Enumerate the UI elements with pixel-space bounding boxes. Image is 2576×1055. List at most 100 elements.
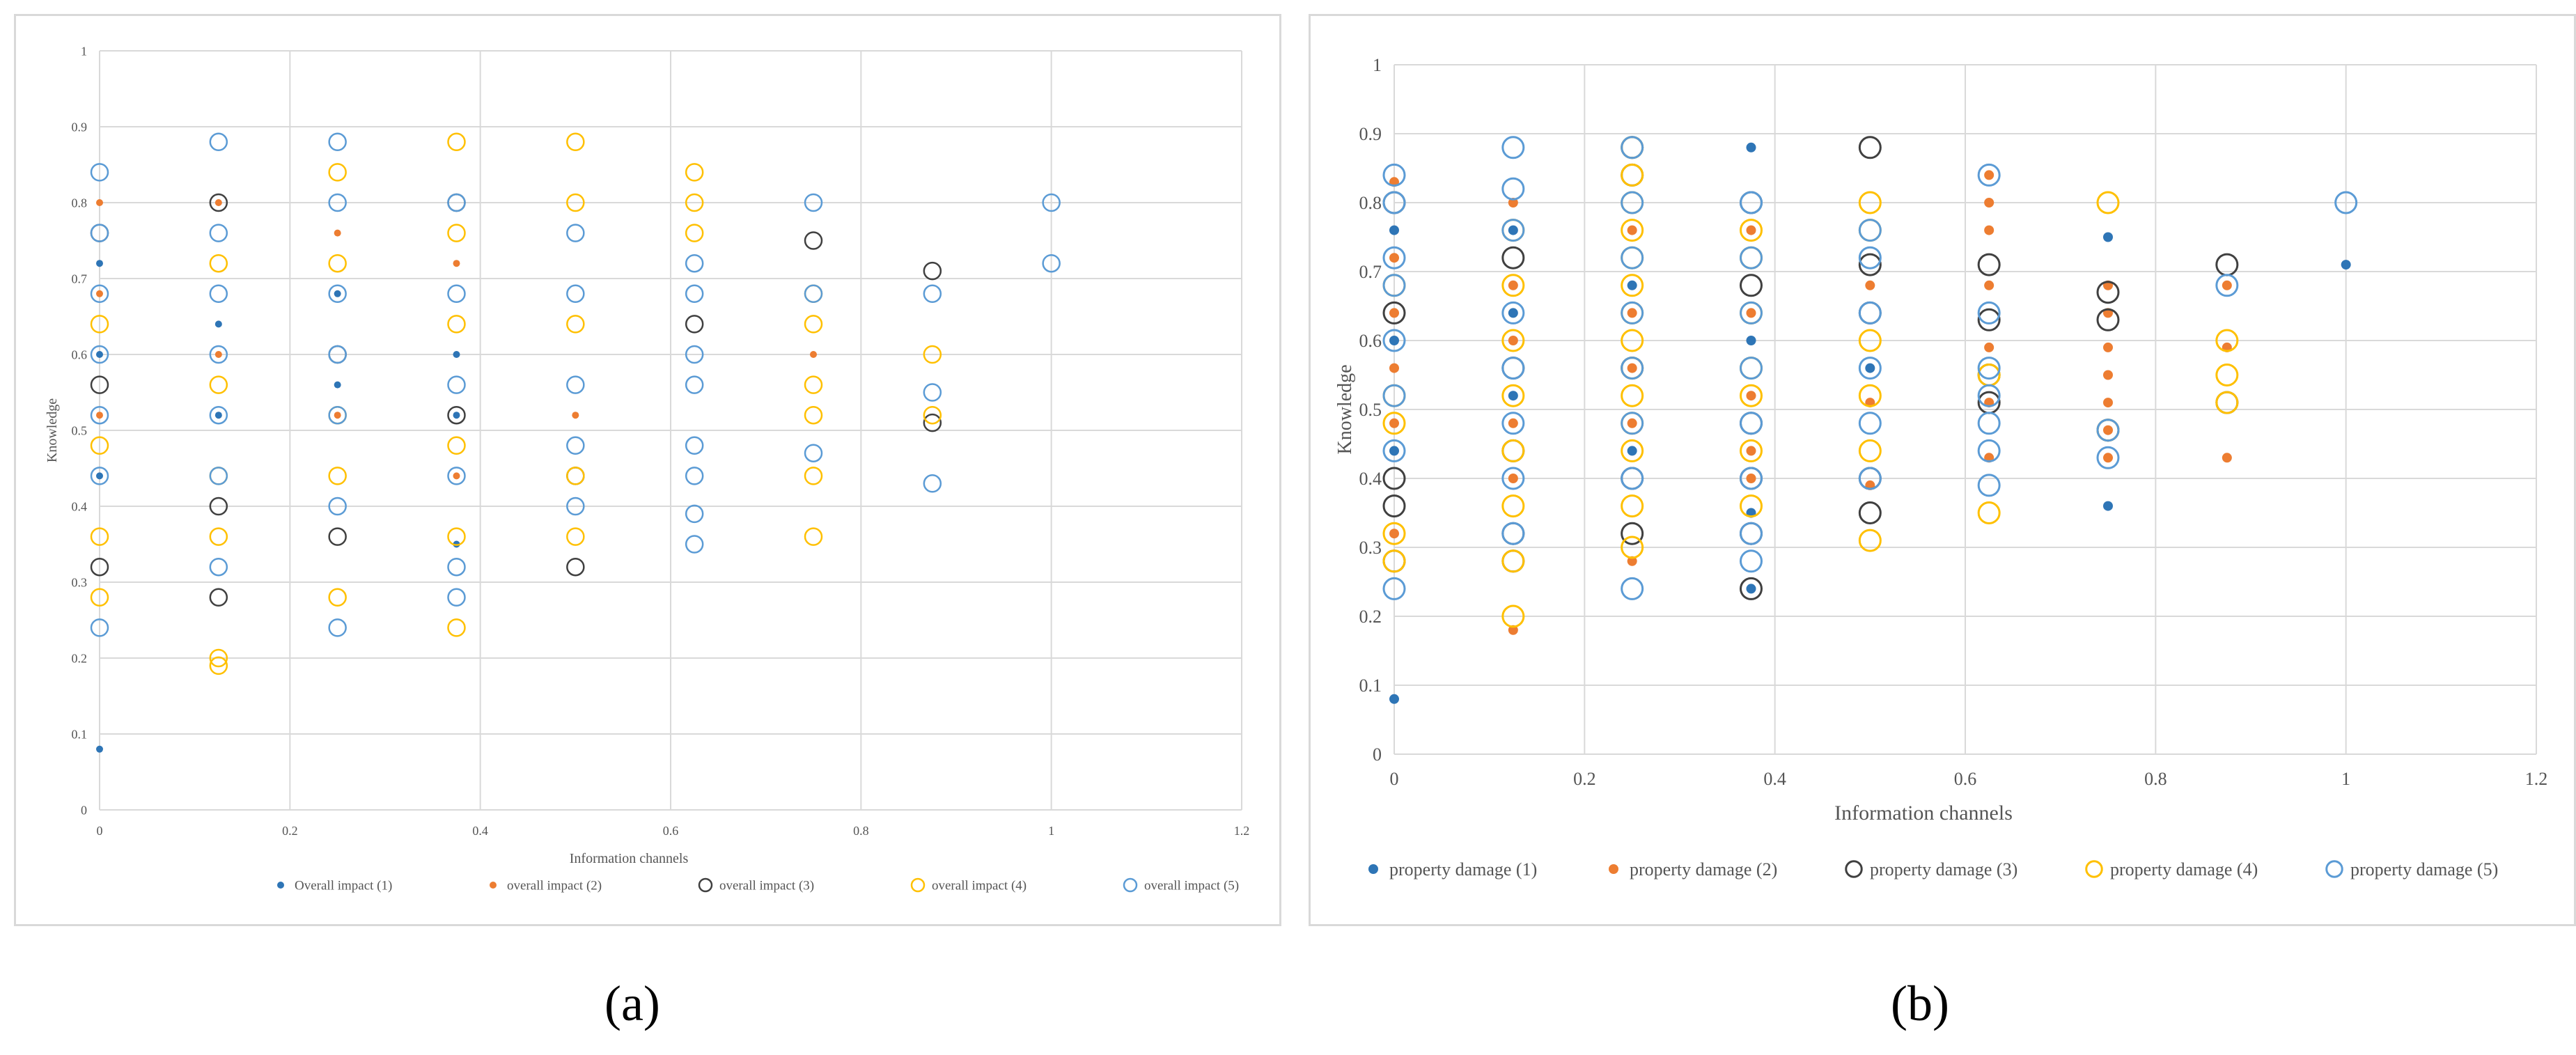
data-point — [1508, 336, 1518, 345]
y-tick-label: 0.9 — [72, 120, 88, 134]
data-point — [1977, 301, 2001, 325]
legend-marker — [910, 877, 926, 893]
data-point — [566, 284, 585, 304]
data-point — [447, 588, 466, 607]
data-point — [90, 436, 109, 455]
data-point — [1508, 391, 1518, 401]
data-point — [1382, 439, 1406, 462]
data-point — [1621, 467, 1644, 490]
data-point — [453, 351, 460, 358]
data-point — [328, 588, 347, 607]
data-point — [453, 472, 460, 480]
data-point — [1627, 225, 1637, 235]
data-point — [1382, 163, 1406, 187]
data-point — [328, 163, 347, 182]
data-point — [2103, 398, 2113, 408]
series-3 — [90, 193, 942, 607]
legend-marker — [490, 882, 497, 889]
data-point — [804, 193, 823, 212]
data-point — [1627, 363, 1637, 373]
data-point — [1984, 342, 1995, 352]
data-point — [1621, 246, 1644, 269]
data-point — [1627, 308, 1637, 318]
data-point — [96, 472, 103, 480]
y-tick-label: 0 — [81, 803, 87, 817]
data-point — [334, 412, 341, 419]
data-point — [90, 284, 109, 304]
x-tick-label: 0.8 — [2144, 769, 2167, 789]
data-point — [209, 467, 228, 485]
legend-label: property damage (2) — [1630, 859, 1777, 880]
data-point — [1858, 467, 1882, 490]
data-point — [1858, 384, 1882, 407]
data-point — [1042, 193, 1061, 212]
y-tick-label: 0.8 — [1359, 193, 1382, 213]
data-point — [90, 588, 109, 607]
data-point — [1977, 501, 2001, 524]
data-point — [1621, 412, 1644, 435]
data-point — [685, 436, 704, 455]
data-point — [209, 253, 228, 273]
x-tick-label: 1.2 — [2525, 769, 2548, 789]
data-point — [1977, 253, 2001, 276]
data-point — [685, 253, 704, 273]
data-point — [209, 648, 228, 668]
data-point — [1627, 556, 1637, 566]
data-point — [334, 381, 341, 389]
data-point — [96, 412, 103, 419]
data-point — [1389, 446, 1399, 456]
data-point — [214, 351, 222, 358]
data-point — [1382, 329, 1406, 352]
data-point — [685, 535, 704, 554]
data-point — [1389, 529, 1399, 539]
data-point — [1740, 274, 1763, 297]
data-point — [1621, 577, 1644, 600]
data-point — [447, 132, 466, 152]
y-tick-label: 0.5 — [1359, 400, 1382, 420]
data-point — [1627, 280, 1637, 290]
data-point — [1501, 604, 1525, 628]
data-point — [1389, 694, 1399, 704]
data-point — [1621, 136, 1644, 159]
data-point — [90, 224, 109, 242]
data-point — [1621, 163, 1644, 187]
data-point — [923, 284, 942, 304]
data-point — [334, 290, 341, 297]
data-point — [810, 351, 817, 358]
data-point — [1746, 391, 1756, 401]
data-point — [2341, 260, 2351, 270]
data-point — [566, 467, 585, 485]
data-point — [1382, 412, 1406, 435]
data-point — [923, 383, 942, 402]
data-point — [1382, 494, 1406, 518]
data-point — [566, 132, 585, 152]
data-point — [1621, 536, 1644, 559]
data-point — [447, 405, 466, 425]
data-point — [328, 497, 347, 516]
data-point — [209, 345, 228, 364]
x-tick-label: 0.6 — [663, 824, 679, 838]
data-point — [1621, 522, 1644, 545]
x-tick-label: 0.4 — [472, 824, 488, 838]
scatter-chart-b: 0 0.1 0.2 0.3 0.4 0.5 0.6 0.7 0.8 0.9 1 0 0.2 0.4 0.6 0… — [1334, 55, 2548, 880]
legend-marker — [1845, 860, 1863, 878]
data-point — [1746, 474, 1756, 483]
y-tick-label: 0.4 — [72, 499, 88, 513]
data-point — [572, 412, 579, 419]
data-point — [804, 527, 823, 546]
data-point — [1508, 198, 1518, 208]
data-point — [90, 467, 109, 485]
data-point — [685, 193, 704, 212]
legend-label: overall impact (2) — [507, 879, 602, 893]
data-point — [1501, 494, 1525, 518]
data-point — [1621, 219, 1644, 242]
data-point — [685, 504, 704, 524]
caption-a: (a) — [604, 976, 660, 1031]
y-axis-label: Knowledge — [45, 398, 60, 462]
data-point — [1977, 412, 2001, 435]
data-point — [2096, 281, 2120, 304]
data-point — [1501, 522, 1525, 545]
y-tick-label: 1 — [1373, 55, 1382, 75]
legend-label: overall impact (3) — [719, 879, 814, 893]
data-point — [328, 193, 347, 212]
